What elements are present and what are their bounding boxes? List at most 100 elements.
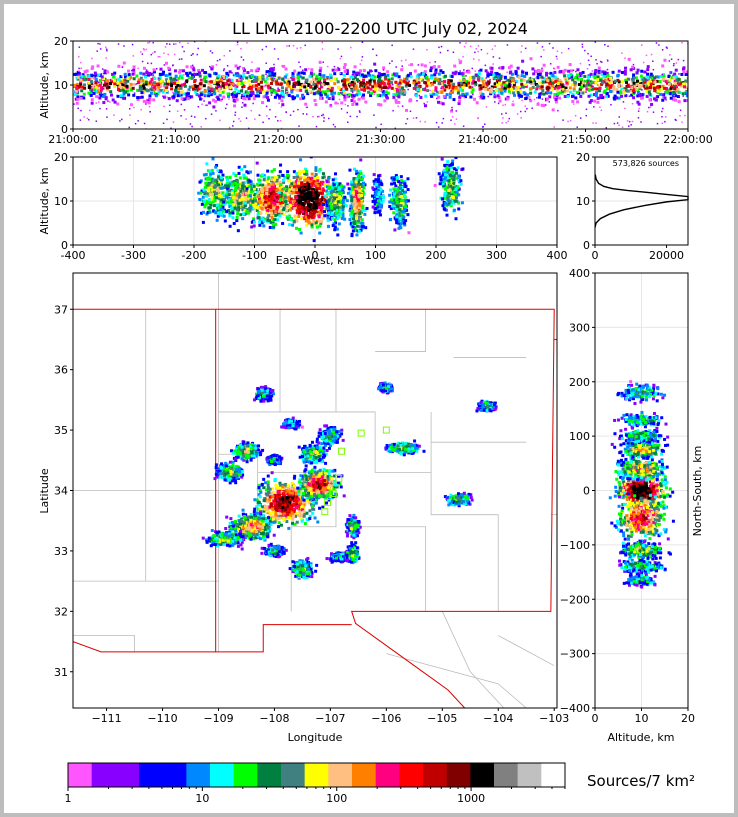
- ew-source-pixel: [254, 202, 258, 206]
- time-altitude-sparse-source: [640, 44, 643, 46]
- time-altitude-source-pixel: [451, 71, 455, 75]
- time-altitude-source-pixel: [516, 74, 520, 78]
- ew-source-pixel: [310, 205, 314, 209]
- time-altitude-source-pixel: [202, 84, 206, 88]
- time-altitude-source-pixel: [346, 78, 350, 82]
- time-altitude-source-pixel: [655, 79, 659, 83]
- ew-source-pixel: [256, 213, 260, 217]
- time-altitude-sparse-source: [337, 102, 340, 105]
- time-altitude-source-pixel: [142, 99, 146, 103]
- time-altitude-source-pixel: [529, 91, 533, 95]
- ew-source-pixel: [347, 187, 351, 191]
- time-altitude-source-pixel: [423, 70, 427, 74]
- ew-source-pixel: [272, 214, 276, 218]
- ew-source-pixel: [350, 234, 354, 238]
- ew-source-pixel: [289, 217, 293, 221]
- time-altitude-sparse-source: [604, 43, 606, 46]
- time-altitude-sparse-source: [192, 53, 194, 55]
- time-altitude-source-pixel: [372, 89, 376, 93]
- time-altitude-source-pixel: [475, 101, 479, 105]
- ew-source-pixel: [362, 174, 366, 178]
- ew-source-pixel: [259, 203, 263, 207]
- ew-source-pixel: [261, 217, 265, 221]
- time-altitude-sparse-source: [451, 116, 454, 118]
- ew-source-pixel: [214, 165, 218, 169]
- time-altitude-source-pixel: [450, 109, 454, 113]
- ew-source-pixel: [312, 221, 316, 225]
- time-altitude-source-pixel: [242, 92, 246, 96]
- ew-source-pixel: [332, 222, 336, 226]
- time-altitude-sparse-source: [77, 89, 80, 91]
- ew-source-pixel: [219, 208, 223, 212]
- time-altitude-source-pixel: [346, 81, 350, 85]
- time-altitude-sparse-source: [601, 61, 603, 63]
- time-altitude-sparse-source: [143, 49, 145, 51]
- time-altitude-sparse-source: [209, 65, 211, 68]
- ew-source-pixel: [252, 193, 256, 197]
- time-altitude-sparse-source: [575, 70, 577, 73]
- time-altitude-sparse-source: [107, 100, 109, 103]
- time-altitude-source-pixel: [400, 88, 404, 92]
- time-altitude-sparse-source: [553, 68, 556, 70]
- time-altitude-sparse-source: [345, 71, 347, 74]
- time-altitude-sparse-source: [569, 119, 572, 122]
- ew-source-pixel: [323, 194, 327, 198]
- ew-source-pixel: [284, 200, 288, 204]
- time-altitude-source-pixel: [102, 101, 106, 105]
- time-altitude-source-pixel: [461, 86, 465, 90]
- time-altitude-source-pixel: [210, 87, 214, 91]
- ew-source-pixel: [275, 182, 279, 186]
- time-altitude-source-pixel: [89, 87, 93, 91]
- time-altitude-sparse-source: [417, 64, 420, 66]
- time-altitude-source-pixel: [636, 100, 640, 104]
- time-altitude-source-pixel: [131, 86, 135, 90]
- time-altitude-source-pixel: [613, 79, 617, 83]
- time-altitude-source-pixel: [199, 91, 203, 95]
- time-altitude-source-pixel: [551, 108, 555, 112]
- time-altitude-source-pixel: [532, 72, 536, 76]
- time-altitude-source-pixel: [281, 95, 285, 99]
- time-altitude-source-pixel: [178, 70, 182, 74]
- time-altitude-source-pixel: [553, 75, 557, 79]
- time-altitude-sparse-source: [262, 121, 264, 124]
- ew-source-pixel: [232, 172, 236, 176]
- ew-source-pixel: [315, 188, 319, 192]
- ew-source-pixel: [203, 185, 207, 189]
- time-altitude-sparse-source: [401, 65, 403, 67]
- ew-source-pixel: [372, 187, 376, 191]
- time-altitude-sparse-source: [412, 117, 415, 119]
- ew-source-pixel: [279, 163, 283, 167]
- time-altitude-source-pixel: [234, 87, 238, 91]
- time-altitude-source-pixel: [213, 71, 217, 75]
- time-altitude-source-pixel: [386, 73, 390, 77]
- ew-source-pixel: [281, 173, 285, 177]
- ew-source-pixel: [311, 212, 315, 216]
- time-altitude-source-pixel: [94, 89, 98, 93]
- time-altitude-source-pixel: [549, 91, 553, 95]
- time-altitude-source-pixel: [252, 78, 256, 82]
- time-altitude-sparse-source: [100, 73, 103, 75]
- time-altitude-source-pixel: [394, 98, 398, 102]
- time-altitude-source-pixel: [465, 92, 469, 96]
- time-altitude-source-pixel: [601, 70, 605, 74]
- time-altitude-source-pixel: [190, 65, 194, 69]
- ew-source-pixel: [327, 211, 331, 215]
- time-altitude-source-pixel: [529, 99, 533, 103]
- time-altitude-source-pixel: [218, 91, 222, 95]
- time-altitude-sparse-source: [673, 94, 675, 97]
- time-altitude-source-pixel: [525, 71, 529, 75]
- ew-source-pixel: [237, 171, 241, 175]
- time-altitude-source-pixel: [82, 96, 86, 100]
- time-altitude-source-pixel: [497, 90, 501, 94]
- time-altitude-source-pixel: [668, 78, 672, 82]
- time-altitude-source-pixel: [437, 82, 441, 86]
- time-altitude-source-pixel: [343, 80, 347, 84]
- time-altitude-source-pixel: [374, 87, 378, 91]
- time-altitude-sparse-source: [681, 41, 683, 44]
- time-altitude-source-pixel: [333, 77, 337, 81]
- time-altitude-sparse-source: [672, 64, 675, 67]
- time-altitude-sparse-source: [247, 127, 250, 129]
- time-altitude-source-pixel: [88, 77, 92, 81]
- time-altitude-sparse-source: [328, 117, 330, 120]
- time-altitude-source-pixel: [470, 86, 474, 90]
